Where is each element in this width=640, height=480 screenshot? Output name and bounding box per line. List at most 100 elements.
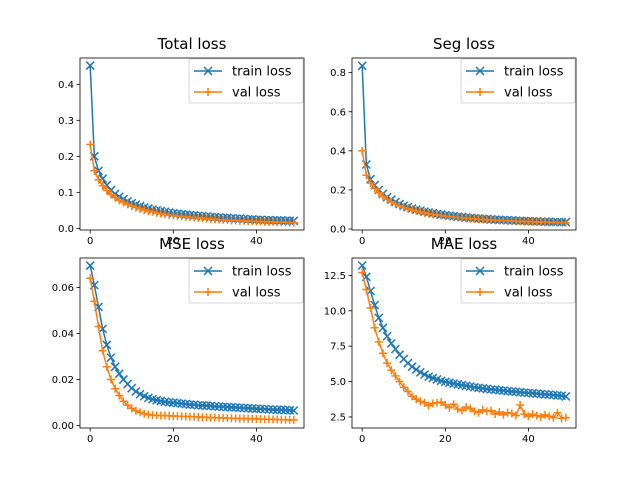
x-marker-stroke xyxy=(156,396,166,406)
series-train-loss xyxy=(85,261,299,416)
x-marker-stroke xyxy=(407,362,417,372)
data-point xyxy=(378,323,388,333)
data-point xyxy=(358,146,367,155)
y-tick-label: 0.6 xyxy=(330,107,346,118)
x-marker-stroke xyxy=(536,389,546,399)
data-point xyxy=(491,410,500,419)
y-tick-label: 0.2 xyxy=(58,152,74,163)
x-marker-stroke xyxy=(432,374,442,384)
x-marker-stroke xyxy=(361,159,371,170)
data-point xyxy=(528,410,537,419)
x-tick-label: 40 xyxy=(522,434,535,445)
x-marker-stroke xyxy=(419,369,430,380)
legend-marker xyxy=(203,66,213,76)
data-point xyxy=(453,405,462,414)
x-marker-stroke xyxy=(490,385,500,395)
x-marker-stroke xyxy=(172,398,182,408)
data-point xyxy=(386,338,396,348)
y-tick-label: 5.0 xyxy=(330,377,346,388)
x-marker-stroke xyxy=(390,344,400,354)
data-point xyxy=(289,415,298,424)
legend-label: train loss xyxy=(504,265,564,280)
x-marker-stroke xyxy=(85,61,95,71)
data-point xyxy=(94,175,103,184)
data-point xyxy=(357,61,367,71)
subplot-title: MSE loss xyxy=(159,235,225,253)
series-val-loss xyxy=(358,146,570,227)
x-marker-stroke xyxy=(386,338,396,348)
data-point xyxy=(378,349,387,358)
x-marker-stroke xyxy=(511,387,521,397)
y-tick-label: 7.5 xyxy=(330,342,346,353)
x-tick-label: 20 xyxy=(439,434,452,445)
legend-entry: train loss xyxy=(466,65,564,80)
x-marker-stroke xyxy=(226,402,237,412)
data-point xyxy=(420,398,429,407)
data-point xyxy=(111,384,120,393)
data-point xyxy=(416,208,425,217)
x-tick-label: 40 xyxy=(522,236,535,247)
data-point xyxy=(391,200,400,209)
data-point xyxy=(470,407,479,416)
axes-frame xyxy=(79,57,305,231)
x-marker-stroke xyxy=(557,391,567,401)
x-marker-stroke xyxy=(382,331,392,341)
x-marker-stroke xyxy=(515,387,525,397)
legend-entry: train loss xyxy=(466,265,564,280)
x-marker-stroke xyxy=(561,391,571,401)
data-point xyxy=(102,186,111,195)
data-point xyxy=(110,362,120,372)
data-point xyxy=(391,371,400,380)
data-point xyxy=(362,285,371,294)
legend-marker xyxy=(204,88,212,96)
data-point xyxy=(382,331,392,341)
x-marker-stroke xyxy=(203,266,213,276)
x-tick-label: 40 xyxy=(250,434,263,445)
x-marker-stroke xyxy=(469,382,479,392)
data-point xyxy=(272,405,282,415)
data-point xyxy=(383,195,392,204)
x-marker-stroke xyxy=(177,399,187,409)
x-marker-stroke xyxy=(214,402,224,412)
data-point xyxy=(561,391,571,401)
data-point xyxy=(140,409,149,418)
legend-entry: train loss xyxy=(194,265,292,280)
x-marker-stroke xyxy=(135,389,145,399)
x-tick-label: 20 xyxy=(167,236,180,247)
x-marker-stroke xyxy=(378,323,388,333)
data-point xyxy=(474,408,483,417)
data-point xyxy=(408,205,417,214)
data-point xyxy=(366,179,375,188)
y-tick-label: 0.4 xyxy=(330,146,346,157)
x-marker-stroke xyxy=(276,405,286,415)
legend-marker xyxy=(476,288,484,296)
legend-label: train loss xyxy=(504,65,564,80)
y-tick-label: 10.0 xyxy=(324,306,346,317)
x-marker-stroke xyxy=(110,362,120,372)
x-marker-stroke xyxy=(235,403,245,413)
legend-marker xyxy=(475,266,485,276)
data-point xyxy=(90,297,99,306)
subplot-title: MAE loss xyxy=(431,235,498,253)
data-point xyxy=(412,207,421,216)
series-val-loss xyxy=(86,140,298,227)
axes-frame xyxy=(79,257,305,429)
data-point xyxy=(532,411,541,420)
x-marker-stroke xyxy=(231,402,241,413)
data-point xyxy=(420,208,429,217)
x-tick-label: 0 xyxy=(87,236,93,247)
x-marker-stroke xyxy=(289,405,299,416)
legend-entry: val loss xyxy=(194,286,281,301)
x-marker-stroke xyxy=(444,378,454,388)
data-point xyxy=(148,207,157,216)
legend-label: val loss xyxy=(232,86,281,101)
data-point xyxy=(466,404,475,413)
x-marker-stroke xyxy=(482,384,492,394)
data-point xyxy=(102,362,111,371)
data-point xyxy=(412,395,421,404)
data-point xyxy=(549,413,558,422)
x-marker-stroke xyxy=(85,261,95,271)
legend: train loss val loss xyxy=(460,58,576,104)
data-point xyxy=(366,303,375,312)
x-marker-stroke xyxy=(498,386,509,396)
